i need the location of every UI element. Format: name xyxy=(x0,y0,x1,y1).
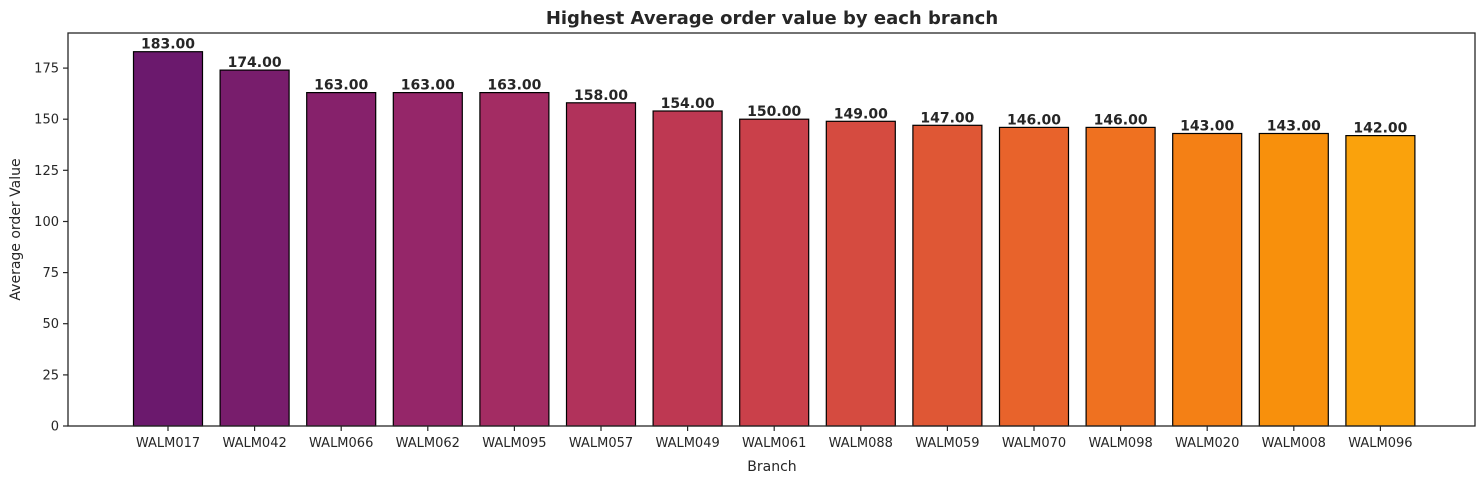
data-label: 174.00 xyxy=(228,55,282,71)
data-label: 147.00 xyxy=(920,110,974,126)
data-label: 154.00 xyxy=(661,96,715,112)
x-tick-label: WALM059 xyxy=(915,436,979,451)
plot-frame xyxy=(67,32,1476,427)
data-label: 183.00 xyxy=(141,37,195,53)
data-label: 146.00 xyxy=(1007,112,1061,128)
data-label: 150.00 xyxy=(747,104,801,120)
bar-walm095 xyxy=(479,91,550,427)
data-label: 158.00 xyxy=(574,88,628,104)
x-tick-label: WALM057 xyxy=(569,436,633,451)
y-ticks xyxy=(63,67,68,427)
y-tick-label: 0 xyxy=(51,420,59,435)
data-label: 143.00 xyxy=(1267,119,1321,135)
bar-walm057 xyxy=(565,102,637,427)
x-tick-label: WALM062 xyxy=(396,436,460,451)
x-tick-label: WALM020 xyxy=(1175,436,1239,451)
y-tick-labels: 0 25 50 75 100 125 150 175 xyxy=(34,62,59,435)
y-tick-label: 150 xyxy=(34,113,59,128)
bar-walm049 xyxy=(652,110,723,427)
x-ticks xyxy=(167,426,1382,431)
data-label: 142.00 xyxy=(1353,121,1407,137)
data-label: 149.00 xyxy=(834,106,888,122)
bar-walm070 xyxy=(998,126,1070,427)
x-tick-label: WALM098 xyxy=(1088,436,1152,451)
data-label: 163.00 xyxy=(314,78,368,94)
bar-walm061 xyxy=(739,118,810,427)
bar-walm062 xyxy=(392,91,463,427)
bar-walm096 xyxy=(1345,135,1416,427)
y-tick-label: 100 xyxy=(34,215,59,230)
x-tick-label: WALM017 xyxy=(136,436,200,451)
y-tick-label: 125 xyxy=(34,164,59,179)
bar-walm066 xyxy=(306,91,377,427)
data-label: 146.00 xyxy=(1094,112,1148,128)
x-tick-label: WALM070 xyxy=(1002,436,1066,451)
bar-walm008 xyxy=(1258,132,1329,427)
x-tick-label: WALM096 xyxy=(1348,436,1412,451)
bar-walm020 xyxy=(1172,132,1243,427)
y-tick-label: 75 xyxy=(42,266,59,281)
x-tick-labels: WALM017 WALM042 WALM066 WALM062 WALM095 WALM0… xyxy=(136,436,1413,451)
bar-walm059 xyxy=(912,124,983,427)
y-tick-label: 175 xyxy=(34,62,59,77)
bars-group xyxy=(132,51,1416,427)
y-axis-label: Average order Value xyxy=(8,158,24,300)
bar-walm042 xyxy=(219,69,290,427)
data-label: 163.00 xyxy=(401,78,455,94)
x-tick-label: WALM061 xyxy=(742,436,806,451)
x-tick-label: WALM042 xyxy=(222,436,286,451)
bar-walm088 xyxy=(825,120,896,427)
y-tick-label: 50 xyxy=(42,317,59,332)
data-labels: 183.00 174.00 163.00 163.00 163.00 158.00 154.… xyxy=(141,37,1408,137)
data-label: 163.00 xyxy=(487,78,541,94)
x-tick-label: WALM088 xyxy=(829,436,893,451)
x-axis-label: Branch xyxy=(747,459,796,475)
x-tick-label: WALM095 xyxy=(482,436,546,451)
bar-walm098 xyxy=(1085,126,1156,427)
data-label: 143.00 xyxy=(1180,119,1234,135)
x-tick-label: WALM049 xyxy=(655,436,719,451)
x-tick-label: WALM008 xyxy=(1262,436,1326,451)
bar-walm017 xyxy=(132,51,204,427)
x-tick-label: WALM066 xyxy=(309,436,373,451)
chart-title: Highest Average order value by each bran… xyxy=(546,8,998,29)
y-tick-label: 25 xyxy=(42,368,59,383)
